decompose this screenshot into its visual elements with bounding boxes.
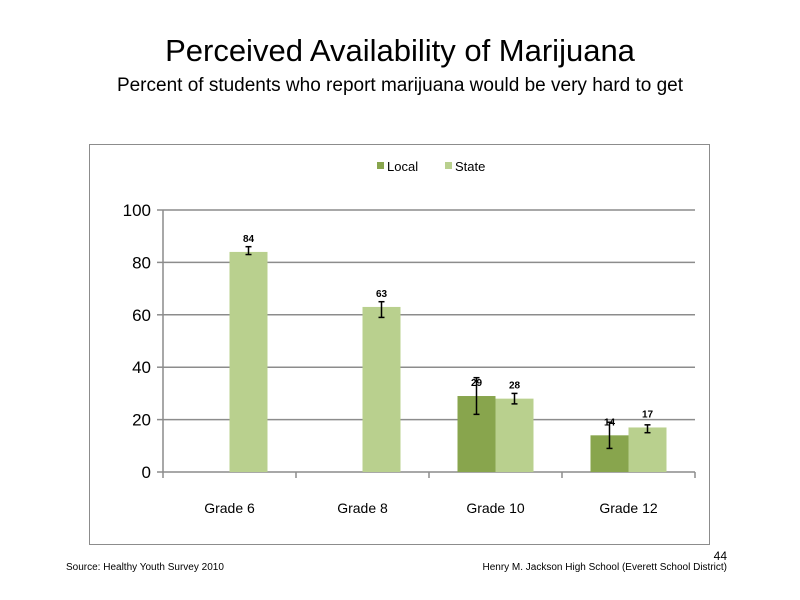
y-tick-label: 20 (132, 411, 151, 430)
bar (362, 306, 401, 472)
chart-frame (89, 144, 710, 545)
y-tick-label: 60 (132, 306, 151, 325)
y-tick-label: 80 (132, 253, 151, 272)
legend-label: Local (387, 159, 418, 174)
page-number: 44 (713, 549, 727, 563)
x-tick-label: Grade 12 (599, 500, 658, 516)
x-tick-label: Grade 6 (204, 500, 255, 516)
legend-label: State (455, 159, 485, 174)
data-label: 17 (642, 409, 654, 420)
slide-title: Perceived Availability of Marijuana (165, 33, 635, 68)
x-tick-label: Grade 8 (337, 500, 388, 516)
data-label: 63 (376, 289, 388, 300)
school-credit: Henry M. Jackson High School (Everett Sc… (482, 562, 727, 573)
bar (495, 398, 534, 472)
data-label: 29 (471, 378, 483, 389)
data-label: 14 (604, 417, 616, 428)
y-tick-label: 100 (123, 201, 151, 220)
data-label: 28 (509, 381, 521, 392)
y-tick-label: 40 (132, 358, 151, 377)
legend-swatch (377, 162, 384, 169)
data-label: 84 (243, 234, 255, 245)
bar (229, 251, 268, 472)
source-note: Source: Healthy Youth Survey 2010 (66, 562, 224, 573)
slide-subtitle: Percent of students who report marijuana… (116, 75, 684, 96)
y-tick-label: 0 (142, 463, 151, 482)
bar (628, 427, 667, 472)
legend-swatch (445, 162, 452, 169)
x-tick-label: Grade 10 (466, 500, 525, 516)
